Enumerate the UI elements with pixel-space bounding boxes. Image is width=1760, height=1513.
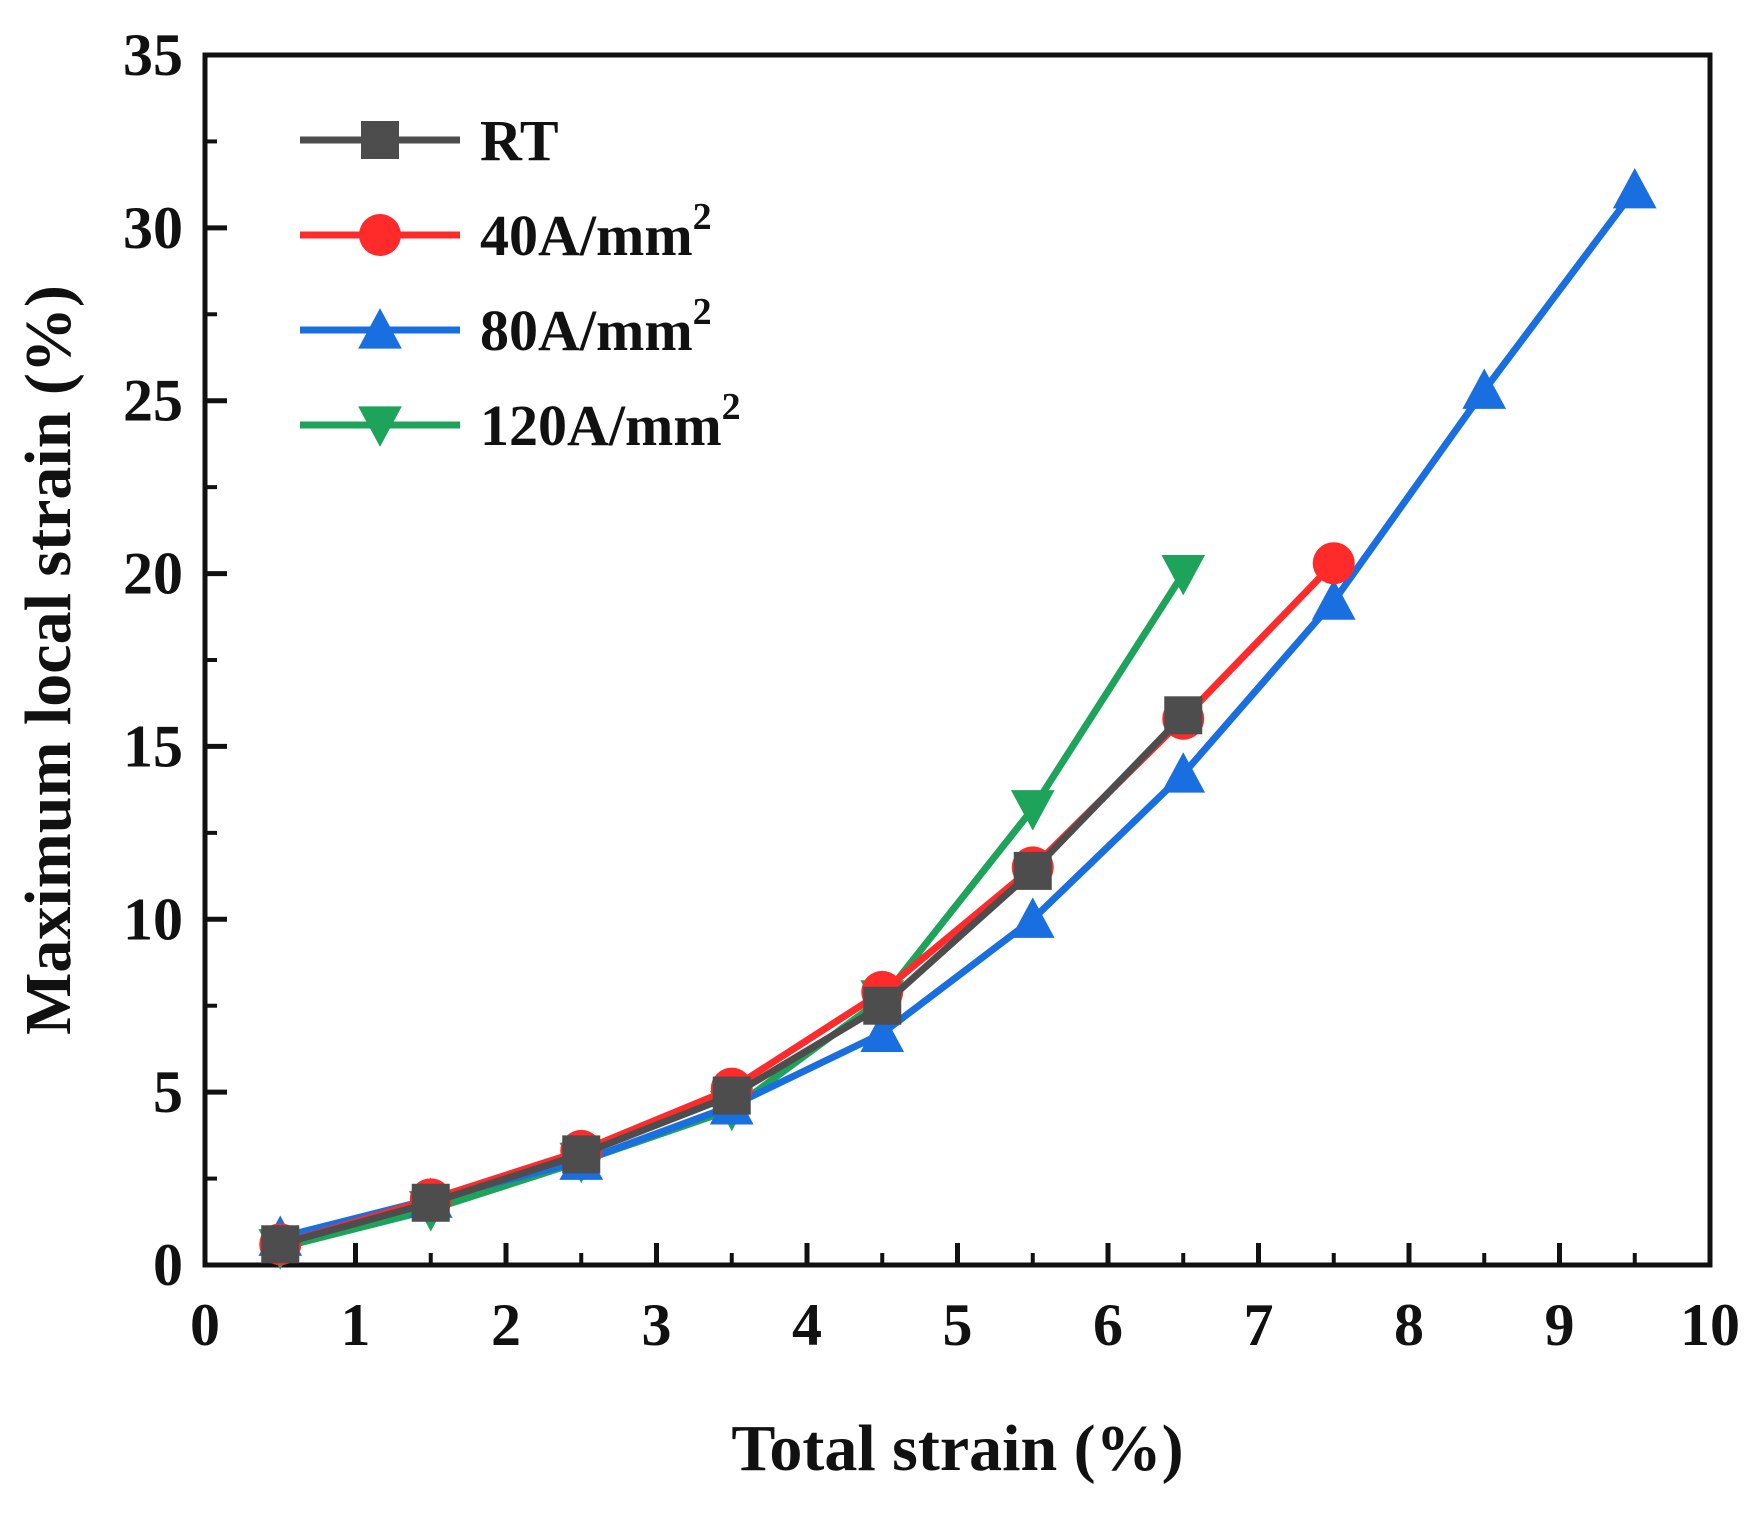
legend-marker bbox=[358, 406, 402, 447]
x-tick-label: 3 bbox=[642, 1292, 672, 1358]
data-point-80a-mm2 bbox=[1462, 368, 1507, 409]
data-point-40a-mm2 bbox=[1312, 542, 1355, 585]
legend-item-120a-mm2: 120A/mm2 bbox=[300, 386, 741, 458]
y-tick-label: 0 bbox=[153, 1232, 183, 1298]
data-point-80a-mm2 bbox=[860, 1011, 905, 1052]
x-tick-label: 4 bbox=[792, 1292, 822, 1358]
legend-item-rt: RT bbox=[300, 108, 559, 173]
x-tick-label: 5 bbox=[943, 1292, 973, 1358]
legend-label: 80A/mm2 bbox=[480, 291, 712, 363]
legend-label-text: RT bbox=[480, 108, 559, 173]
data-point-rt bbox=[562, 1135, 601, 1174]
legend-marker bbox=[359, 214, 401, 256]
series-line-120a-mm2 bbox=[279, 571, 1187, 1252]
legend-label-text: 80A/mm bbox=[480, 298, 693, 363]
legend-label-text: 120A/mm bbox=[480, 393, 722, 458]
series-40a-mm2 bbox=[259, 542, 1355, 1266]
data-point-rt bbox=[1164, 696, 1203, 735]
x-tick-label: 0 bbox=[190, 1292, 220, 1358]
series-80a-mm2 bbox=[258, 167, 1657, 1256]
data-point-rt bbox=[411, 1183, 450, 1222]
y-tick-label: 10 bbox=[123, 886, 183, 952]
legend-item-40a-mm2: 40A/mm2 bbox=[300, 196, 712, 268]
x-axis: 0 1 2 3 4 5 6 7 8 9 10 bbox=[190, 1243, 1740, 1358]
series-rt bbox=[261, 696, 1203, 1264]
x-tick-label: 8 bbox=[1394, 1292, 1424, 1358]
data-point-rt bbox=[863, 986, 902, 1025]
data-point-80a-mm2 bbox=[1311, 579, 1356, 620]
series-line-40a-mm2 bbox=[279, 560, 1337, 1248]
legend-label-superscript: 2 bbox=[722, 386, 741, 428]
legend-label: 120A/mm2 bbox=[480, 386, 741, 458]
data-point-80a-mm2 bbox=[1612, 167, 1657, 209]
x-tick-label: 6 bbox=[1093, 1292, 1123, 1358]
data-point-rt bbox=[712, 1076, 751, 1115]
y-tick-label: 5 bbox=[153, 1059, 183, 1125]
data-point-rt bbox=[261, 1225, 300, 1264]
y-tick-label: 15 bbox=[123, 713, 183, 779]
x-tick-label: 1 bbox=[341, 1292, 371, 1358]
y-tick-label: 30 bbox=[123, 195, 183, 261]
x-tick-label: 2 bbox=[491, 1292, 521, 1358]
data-point-80a-mm2 bbox=[1161, 752, 1206, 793]
y-tick-label: 20 bbox=[123, 541, 183, 607]
legend-label: 40A/mm2 bbox=[480, 196, 712, 268]
data-point-80a-mm2 bbox=[1010, 897, 1055, 938]
legend-label: RT bbox=[480, 108, 559, 173]
legend-label-superscript: 2 bbox=[693, 291, 712, 333]
y-tick-label: 35 bbox=[123, 22, 183, 88]
y-axis: 0 5 10 15 20 25 30 35 bbox=[123, 22, 227, 1298]
y-tick-label: 25 bbox=[123, 368, 183, 434]
series-layer bbox=[258, 167, 1657, 1270]
x-tick-label: 9 bbox=[1545, 1292, 1575, 1358]
legend-label-text: 40A/mm bbox=[480, 203, 693, 268]
legend-label-superscript: 2 bbox=[693, 196, 712, 238]
legend-marker bbox=[361, 121, 399, 159]
x-axis-title: Total strain (%) bbox=[731, 1412, 1183, 1485]
x-tick-label: 10 bbox=[1680, 1292, 1740, 1358]
data-point-120a-mm2 bbox=[1161, 554, 1206, 596]
y-axis-title: Maximum local strain (%) bbox=[12, 285, 85, 1035]
legend-marker bbox=[358, 308, 402, 349]
x-tick-label: 7 bbox=[1244, 1292, 1274, 1358]
legend-item-80a-mm2: 80A/mm2 bbox=[300, 291, 712, 363]
data-point-rt bbox=[1013, 851, 1052, 890]
data-point-120a-mm2 bbox=[1010, 790, 1055, 831]
series-120a-mm2 bbox=[258, 554, 1206, 1270]
